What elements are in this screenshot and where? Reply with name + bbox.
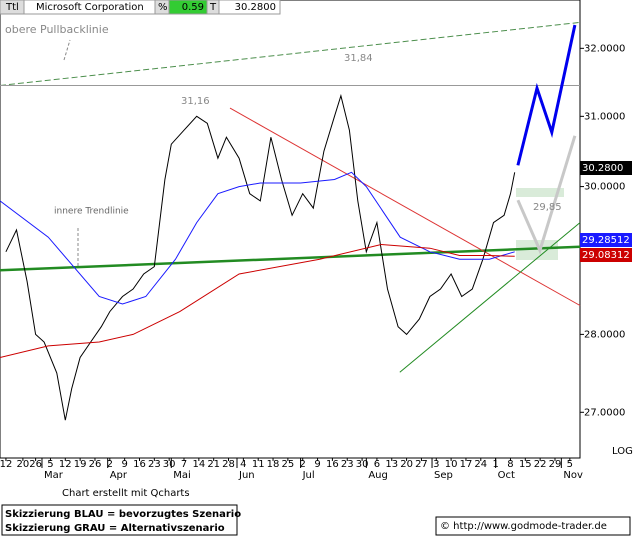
name: Microsoft Corporation (36, 2, 144, 13)
x-tick-label: 13 (385, 459, 398, 470)
month-label: Jul (302, 470, 315, 481)
month-label: Sep (434, 470, 453, 481)
last-value-box (580, 233, 632, 247)
month-label: Nov (563, 470, 583, 481)
symbol: Ttl (5, 2, 19, 13)
month-label: Jun (238, 470, 255, 481)
annotation: 31,16 (181, 96, 210, 107)
x-tick-label: 22 (534, 459, 547, 470)
trendline (229, 107, 581, 306)
x-tick-label: 6 (374, 459, 380, 470)
x-tick-label: 23 (341, 459, 354, 470)
x-tick-label: 20 (17, 459, 30, 470)
trendline (516, 24, 577, 166)
target-zone (516, 188, 564, 197)
x-tick-label: 26 (29, 459, 42, 470)
last-value: 30.2800 (582, 163, 623, 174)
series-line (0, 243, 515, 358)
x-tick-label: 27 (415, 459, 428, 470)
trendline (0, 21, 581, 86)
x-tick-label: 23 (148, 459, 161, 470)
x-tick-label: 25 (282, 459, 295, 470)
month-label: Oct (498, 470, 515, 481)
last-value-box (580, 248, 632, 262)
x-tick-label: 20 (400, 459, 413, 470)
x-tick-label: 3 (433, 459, 439, 470)
x-tick-label: 5 (47, 459, 53, 470)
trendline (516, 135, 577, 255)
series-line (0, 171, 515, 305)
x-tick-label: 30 (356, 459, 369, 470)
credit-box (435, 516, 631, 536)
pct-label: % (158, 2, 168, 13)
y-tick-label: 30.0000 (584, 182, 625, 193)
x-tick-label: 18 (267, 459, 280, 470)
x-tick-label: 30 (163, 459, 176, 470)
x-tick-label: 9 (121, 459, 127, 470)
x-tick-label: 2 (300, 459, 306, 470)
footer-text: Skizzierung BLAU = bevorzugtes Szenario (5, 509, 241, 520)
x-tick-label: 12 (0, 459, 12, 470)
x-tick-label: 12 (59, 459, 72, 470)
x-tick-label: 9 (314, 459, 320, 470)
last-value-box (580, 161, 632, 175)
x-tick-label: 24 (474, 459, 487, 470)
last-value: 29.08312 (582, 250, 630, 261)
footer-text: © http://www.godmode-trader.de (440, 521, 607, 532)
x-tick-label: 26 (89, 459, 102, 470)
y-tick-label: 28.0000 (584, 329, 625, 340)
footer-text: Skizzierung GRAU = Alternativszenario (5, 523, 225, 534)
t-label: T (209, 2, 217, 13)
x-tick-label: 17 (460, 459, 473, 470)
x-tick-label: 2 (107, 459, 113, 470)
x-tick-label: 7 (181, 459, 187, 470)
symbol-box (0, 0, 25, 15)
x-tick-label: 21 (207, 459, 220, 470)
annotation: 31,84 (344, 53, 373, 64)
trendline (399, 222, 581, 373)
annotation: innere Trendlinie (54, 207, 129, 217)
x-tick-label: 8 (507, 459, 513, 470)
t-box (206, 0, 220, 15)
x-tick-label: 14 (192, 459, 205, 470)
x-tick-label: 29 (549, 459, 562, 470)
target-zone (516, 240, 558, 260)
change: 0.59 (182, 2, 204, 13)
annotation: obere Pullbacklinie (5, 23, 109, 36)
x-tick-label: 28 (222, 459, 235, 470)
scale-label: LOG (612, 446, 633, 457)
y-tick-label: 32.0000 (584, 43, 625, 54)
x-tick-label: 5 (567, 459, 573, 470)
y-tick-label: 27.0000 (584, 407, 625, 418)
last: 30.2800 (235, 2, 276, 13)
x-tick-label: 19 (74, 459, 87, 470)
x-tick-label: 11 (252, 459, 265, 470)
footer-text: Chart erstellt mit Qcharts (62, 488, 190, 499)
series-line (5, 93, 516, 421)
x-tick-label: 15 (519, 459, 532, 470)
footer (1, 504, 631, 536)
last-value: 29.28512 (582, 235, 630, 246)
annotation: 29,85 (533, 202, 562, 213)
legend-box (1, 504, 238, 536)
x-tick-label: 10 (445, 459, 458, 470)
x-tick-label: 16 (326, 459, 339, 470)
pointer (63, 39, 71, 61)
month-label: Apr (110, 470, 128, 481)
header: Ttl Microsoft Corporation % 0.59 T 30.28… (0, 0, 281, 15)
x-tick-label: 16 (133, 459, 146, 470)
plot-frame (0, 0, 581, 459)
x-tick-label: 4 (240, 459, 246, 470)
y-tick-label: 31.0000 (584, 111, 625, 122)
month-label: Mar (44, 470, 64, 481)
month-label: Mai (173, 470, 191, 481)
month-label: Aug (368, 470, 388, 481)
